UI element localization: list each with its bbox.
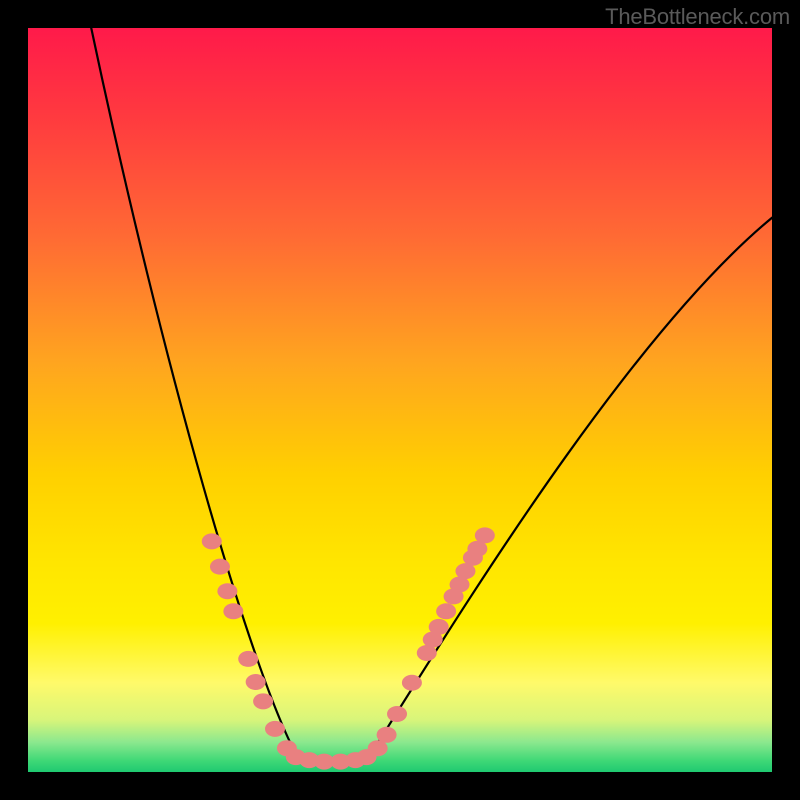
chart-svg bbox=[0, 0, 800, 800]
marker-point bbox=[265, 721, 285, 737]
marker-point bbox=[436, 603, 456, 619]
highlight-band bbox=[28, 608, 772, 761]
marker-point bbox=[253, 693, 273, 709]
marker-point bbox=[246, 674, 266, 690]
marker-point bbox=[217, 583, 237, 599]
marker-point bbox=[429, 619, 449, 635]
marker-point bbox=[202, 533, 222, 549]
marker-point bbox=[210, 559, 230, 575]
marker-point bbox=[402, 675, 422, 691]
marker-point bbox=[238, 651, 258, 667]
marker-point bbox=[223, 603, 243, 619]
chart-frame: TheBottleneck.com bbox=[0, 0, 800, 800]
marker-point bbox=[377, 727, 397, 743]
marker-point bbox=[475, 527, 495, 543]
marker-point bbox=[387, 706, 407, 722]
watermark-text: TheBottleneck.com bbox=[605, 4, 790, 30]
